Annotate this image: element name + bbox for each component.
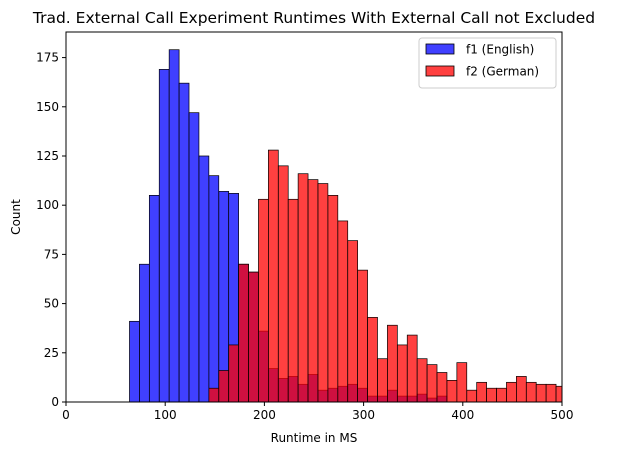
histogram-bar	[268, 149, 279, 402]
histogram-bar	[218, 370, 230, 402]
histogram-bar	[456, 362, 468, 402]
plot-frame	[65, 31, 563, 403]
histogram-bar	[535, 383, 547, 402]
histogram-bar	[238, 263, 249, 402]
legend-label-f1: f1 (English)	[466, 43, 534, 57]
histogram-bar	[516, 376, 527, 402]
histogram-bar	[357, 269, 368, 402]
bars-layer	[129, 49, 562, 402]
x-tick-label: 100	[154, 408, 177, 422]
histogram-bar	[506, 381, 517, 402]
series-2-bars	[208, 149, 562, 402]
histogram-bar	[436, 372, 448, 402]
histogram-bar	[347, 240, 359, 402]
histogram-bar	[248, 271, 259, 402]
y-axis-label: Count	[9, 199, 23, 235]
x-tick-label: 200	[253, 408, 276, 422]
histogram-bar	[387, 324, 398, 402]
histogram-bar	[416, 358, 428, 402]
x-tick-label: 300	[352, 408, 375, 422]
chart-title: Trad. External Call Experiment Runtimes …	[32, 9, 595, 27]
histogram-bar	[297, 173, 309, 402]
y-tick-label: 0	[51, 395, 59, 409]
histogram-bar	[396, 344, 408, 402]
legend-label-f2: f2 (German)	[466, 65, 539, 79]
histogram-bar	[426, 364, 438, 402]
histogram-bar	[496, 387, 507, 402]
histogram-bar	[545, 383, 557, 402]
histogram-bar	[168, 49, 180, 402]
histogram-bar	[466, 389, 478, 402]
x-tick-label: 500	[551, 408, 574, 422]
histogram-bar	[317, 183, 329, 402]
histogram-bar	[188, 112, 200, 402]
y-tick-label: 50	[44, 297, 59, 311]
histogram-bar	[258, 198, 269, 402]
y-tick-label: 150	[36, 100, 59, 114]
histogram-bar	[446, 380, 458, 402]
legend: f1 (English) f2 (German)	[418, 37, 557, 89]
y-tick-label: 175	[36, 51, 59, 65]
histogram-bar	[277, 165, 289, 402]
histogram-bar	[476, 381, 487, 402]
legend-swatch-f1	[425, 43, 455, 55]
ticks-layer: 0 100 200 300 400 500 0 25 50 75 100 125 150 175	[36, 51, 573, 422]
histogram-bar	[307, 179, 319, 402]
histogram-bar	[287, 198, 299, 402]
x-tick-label: 0	[62, 408, 70, 422]
histogram-bar	[139, 263, 150, 402]
histogram-bar	[486, 387, 497, 402]
y-tick-label: 100	[36, 198, 59, 212]
y-tick-label: 25	[44, 346, 59, 360]
histogram-bar	[377, 358, 388, 402]
histogram-bar	[198, 155, 210, 402]
histogram-bar	[148, 195, 160, 402]
legend-swatch-f2	[425, 65, 455, 77]
histogram-bar	[178, 82, 190, 402]
x-tick-label: 400	[451, 408, 474, 422]
histogram-bar	[406, 334, 418, 402]
histogram-bar	[129, 320, 140, 402]
histogram-bar	[228, 344, 239, 402]
histogram-bar	[327, 195, 339, 402]
x-axis-label: Runtime in MS	[271, 431, 358, 445]
histogram-bar	[208, 387, 220, 402]
histogram-bar	[525, 381, 537, 402]
histogram-bar	[158, 69, 170, 402]
y-tick-label: 125	[36, 149, 59, 163]
histogram-bar	[367, 317, 378, 402]
histogram-bar	[555, 385, 562, 402]
histogram-bar	[337, 220, 349, 402]
histogram-bar	[208, 175, 220, 402]
y-tick-label: 75	[44, 247, 59, 261]
